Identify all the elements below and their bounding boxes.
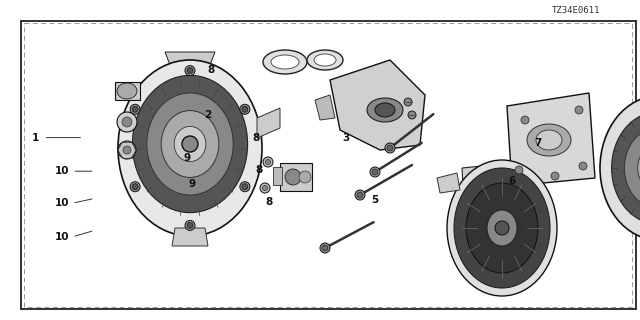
Circle shape bbox=[122, 117, 132, 127]
Ellipse shape bbox=[118, 60, 262, 236]
Ellipse shape bbox=[132, 76, 248, 213]
Text: TZ34E0611: TZ34E0611 bbox=[552, 6, 600, 15]
Polygon shape bbox=[165, 52, 215, 65]
Text: 2: 2 bbox=[204, 110, 212, 120]
Circle shape bbox=[240, 104, 250, 114]
Ellipse shape bbox=[271, 55, 299, 69]
Circle shape bbox=[495, 221, 509, 235]
Text: 8: 8 bbox=[255, 164, 263, 175]
Text: 3: 3 bbox=[342, 132, 349, 143]
Circle shape bbox=[357, 192, 363, 198]
Text: 10: 10 bbox=[55, 198, 69, 208]
Text: 1: 1 bbox=[31, 132, 39, 143]
Text: 7: 7 bbox=[534, 138, 541, 148]
Ellipse shape bbox=[285, 169, 301, 185]
Text: 8: 8 bbox=[265, 196, 273, 207]
Circle shape bbox=[132, 184, 138, 190]
Polygon shape bbox=[315, 95, 335, 120]
Ellipse shape bbox=[612, 112, 640, 224]
Polygon shape bbox=[172, 228, 208, 246]
Ellipse shape bbox=[625, 128, 640, 208]
Ellipse shape bbox=[536, 130, 562, 150]
Circle shape bbox=[404, 98, 412, 106]
Text: 10: 10 bbox=[55, 232, 69, 242]
Circle shape bbox=[263, 157, 273, 167]
Circle shape bbox=[322, 245, 328, 251]
Text: 9: 9 bbox=[188, 179, 196, 189]
Ellipse shape bbox=[299, 171, 311, 183]
Circle shape bbox=[260, 183, 270, 193]
Polygon shape bbox=[507, 93, 595, 186]
Ellipse shape bbox=[174, 126, 206, 162]
Circle shape bbox=[117, 112, 137, 132]
Text: 8: 8 bbox=[207, 65, 215, 76]
Ellipse shape bbox=[454, 168, 550, 288]
Circle shape bbox=[118, 141, 136, 159]
Ellipse shape bbox=[527, 124, 571, 156]
Circle shape bbox=[515, 166, 523, 174]
Bar bbox=[24, 23, 632, 307]
Bar bbox=[273, 167, 282, 185]
Circle shape bbox=[130, 182, 140, 192]
Ellipse shape bbox=[263, 50, 307, 74]
Ellipse shape bbox=[307, 50, 343, 70]
Circle shape bbox=[372, 169, 378, 175]
Ellipse shape bbox=[314, 54, 336, 66]
Circle shape bbox=[185, 66, 195, 76]
Circle shape bbox=[185, 220, 195, 230]
Circle shape bbox=[266, 159, 271, 164]
Text: 9: 9 bbox=[183, 153, 191, 163]
Text: 10: 10 bbox=[55, 166, 69, 176]
Ellipse shape bbox=[637, 144, 640, 192]
Circle shape bbox=[370, 167, 380, 177]
Circle shape bbox=[132, 106, 138, 112]
Ellipse shape bbox=[600, 96, 640, 240]
Circle shape bbox=[123, 146, 131, 154]
Text: 5: 5 bbox=[371, 195, 378, 205]
Circle shape bbox=[521, 116, 529, 124]
Polygon shape bbox=[115, 82, 140, 100]
Circle shape bbox=[387, 145, 393, 151]
Polygon shape bbox=[437, 173, 460, 193]
Ellipse shape bbox=[147, 93, 233, 195]
Ellipse shape bbox=[487, 210, 517, 246]
Circle shape bbox=[355, 190, 365, 200]
Circle shape bbox=[242, 106, 248, 112]
Circle shape bbox=[385, 143, 395, 153]
Polygon shape bbox=[462, 160, 542, 206]
Circle shape bbox=[551, 172, 559, 180]
Circle shape bbox=[242, 184, 248, 190]
Text: 8: 8 bbox=[252, 132, 260, 143]
Circle shape bbox=[320, 243, 330, 253]
Circle shape bbox=[130, 104, 140, 114]
Circle shape bbox=[408, 111, 416, 119]
Circle shape bbox=[262, 186, 268, 190]
Ellipse shape bbox=[447, 160, 557, 296]
Circle shape bbox=[240, 182, 250, 192]
Ellipse shape bbox=[466, 183, 538, 273]
Text: 6: 6 bbox=[508, 176, 516, 186]
Ellipse shape bbox=[117, 83, 137, 99]
Circle shape bbox=[187, 222, 193, 228]
Ellipse shape bbox=[367, 98, 403, 122]
Polygon shape bbox=[330, 60, 425, 150]
Circle shape bbox=[182, 136, 198, 152]
Polygon shape bbox=[257, 108, 280, 138]
Circle shape bbox=[579, 162, 587, 170]
Bar bbox=[280, 163, 312, 191]
Ellipse shape bbox=[375, 103, 395, 117]
Ellipse shape bbox=[161, 111, 219, 177]
Circle shape bbox=[575, 106, 583, 114]
Circle shape bbox=[187, 68, 193, 74]
